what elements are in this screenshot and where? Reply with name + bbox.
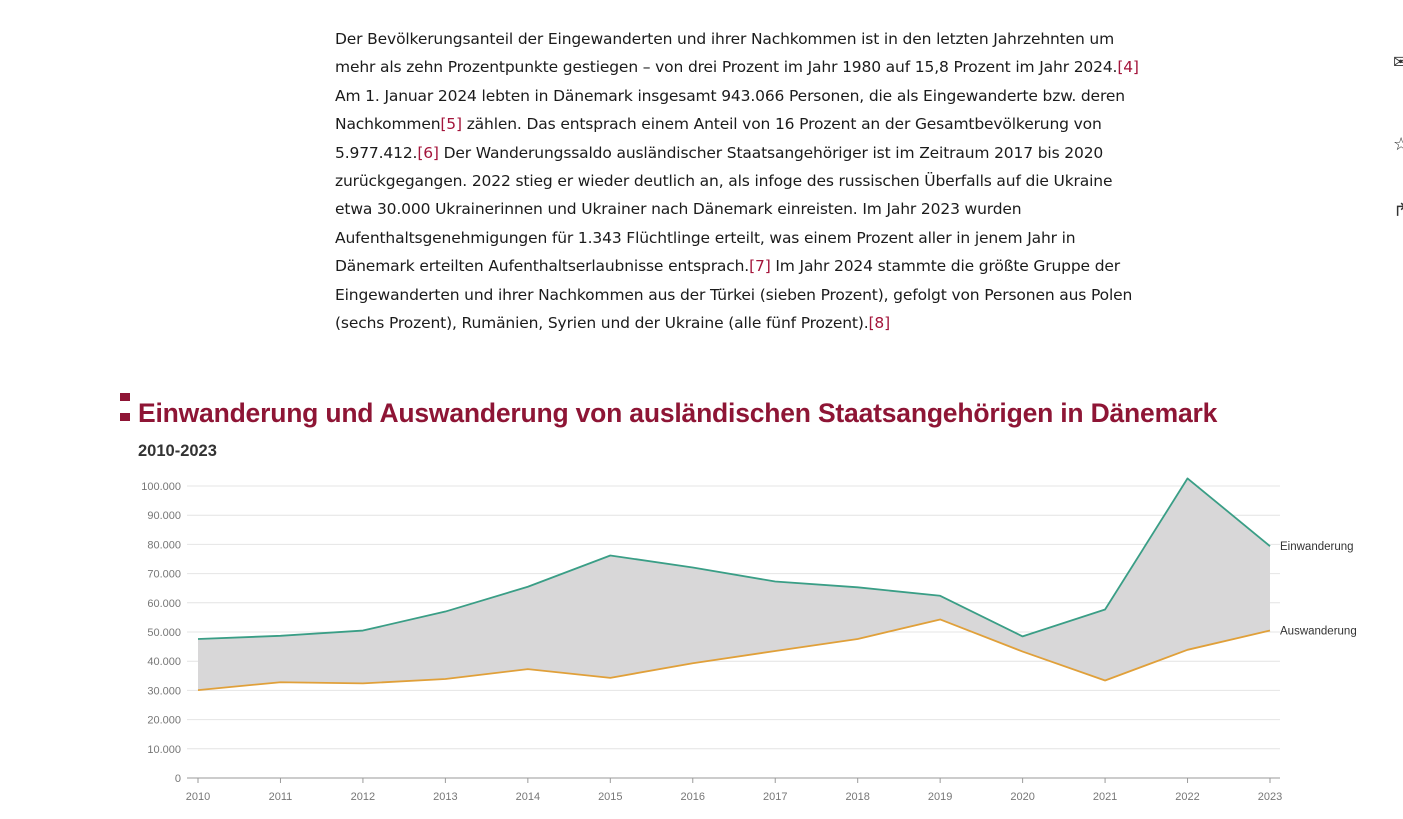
x-tick-label: 2019 [928, 791, 952, 803]
series-label-einwanderung: Einwanderung [1280, 541, 1354, 553]
share-icon[interactable]: ↱ [1393, 200, 1403, 221]
y-tick-label: 100.000 [141, 481, 181, 493]
x-tick-label: 2023 [1258, 791, 1282, 803]
bookmark-icon[interactable]: ☆ [1393, 134, 1403, 155]
x-tick-label: 2010 [186, 791, 210, 803]
y-tick-label: 60.000 [147, 598, 181, 610]
footnote-link[interactable]: [5] [440, 115, 462, 134]
title-deco-top [120, 393, 130, 401]
x-tick-label: 2012 [351, 791, 375, 803]
x-tick-label: 2022 [1175, 791, 1199, 803]
y-tick-label: 20.000 [147, 715, 181, 727]
footnote-link[interactable]: [8] [868, 314, 891, 333]
y-tick-label: 10.000 [147, 744, 181, 756]
y-tick-label: 30.000 [147, 685, 181, 697]
article-text-segment: Der Wanderungssaldo ausländischer Staats… [335, 143, 1113, 276]
x-tick-label: 2013 [433, 791, 457, 803]
x-tick-label: 2018 [845, 791, 869, 803]
x-tick-label: 2016 [681, 791, 705, 803]
x-tick-label: 2021 [1093, 791, 1117, 803]
y-tick-label: 0 [175, 773, 181, 785]
series-line-auswanderung [197, 618, 1271, 692]
x-tick-label: 2017 [763, 791, 787, 803]
footnote-link[interactable]: [6] [417, 143, 439, 162]
y-tick-label: 90.000 [147, 510, 181, 522]
mail-icon[interactable]: ✉ [1393, 52, 1403, 73]
series-label-auswanderung: Auswanderung [1280, 626, 1357, 638]
y-tick-label: 40.000 [147, 656, 181, 668]
x-tick-label: 2015 [598, 791, 622, 803]
x-tick-label: 2020 [1010, 791, 1034, 803]
chart-subtitle: 2010-2023 [138, 442, 217, 460]
footnote-link[interactable]: [7] [749, 257, 771, 276]
y-tick-label: 50.000 [147, 627, 181, 639]
y-tick-label: 80.000 [147, 539, 181, 551]
chart-title: Einwanderung und Auswanderung von auslän… [138, 398, 1218, 428]
title-deco-bottom [120, 413, 130, 421]
article-paragraph: Der Bevölkerungsanteil der Eingewanderte… [335, 25, 1147, 337]
article-text-segment: zählen. Das entsprach einem Anteil von 1… [335, 115, 1102, 162]
series-line-einwanderung [197, 477, 1271, 640]
footnote-link[interactable]: [4] [1117, 58, 1139, 77]
sidebar-icons: ✉ ☆ ↱ [1393, 0, 1403, 260]
article-text-segment: Am 1. Januar 2024 lebten in Dänemark ins… [335, 86, 1125, 134]
article-text-segment: Im Jahr 2024 stammte die größte Gruppe d… [335, 257, 1133, 333]
article-text-segment: Der Bevölkerungsanteil der Eingewanderte… [335, 30, 1118, 77]
x-tick-label: 2014 [516, 791, 540, 803]
x-tick-label: 2011 [269, 791, 293, 803]
area-between-series [198, 478, 1270, 691]
y-tick-label: 70.000 [147, 569, 181, 581]
